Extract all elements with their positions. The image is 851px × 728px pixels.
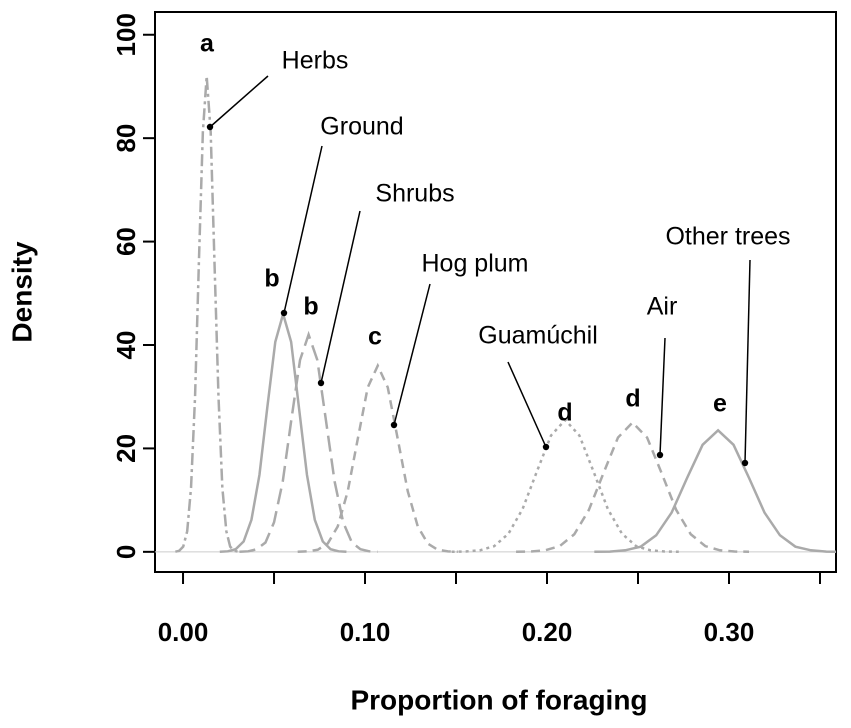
group-letter: b bbox=[264, 265, 279, 293]
group-letter: a bbox=[200, 30, 215, 58]
y-tick-label: 60 bbox=[111, 227, 141, 256]
plot-frame bbox=[154, 11, 837, 573]
leader-line bbox=[744, 259, 751, 464]
leader-line bbox=[507, 361, 547, 448]
leader-line bbox=[320, 210, 361, 384]
leader-line bbox=[209, 75, 269, 128]
leader-dot bbox=[542, 443, 550, 451]
group-letter: d bbox=[557, 399, 572, 427]
series-label: Shrubs bbox=[375, 180, 454, 208]
density-curve bbox=[175, 76, 239, 553]
x-tick-label: 0.10 bbox=[340, 617, 391, 647]
series-label: Air bbox=[647, 293, 678, 321]
density-curve bbox=[451, 418, 679, 554]
leader-dot bbox=[390, 421, 398, 429]
leader-dot bbox=[280, 309, 288, 317]
x-tick-label: 0.20 bbox=[522, 617, 573, 647]
series-label: Other trees bbox=[665, 223, 790, 251]
y-tick-label: 20 bbox=[111, 434, 141, 463]
group-letter: d bbox=[625, 385, 640, 413]
group-letter: b bbox=[303, 293, 318, 321]
series-label: Herbs bbox=[282, 47, 349, 75]
density-curve bbox=[239, 330, 378, 554]
x-axis-title: Proportion of foraging bbox=[350, 684, 647, 715]
density-curve bbox=[516, 420, 750, 554]
group-letter: e bbox=[713, 390, 727, 418]
series-label: Guamúchil bbox=[478, 322, 598, 350]
series-label: Hog plum bbox=[422, 250, 529, 278]
density-curve bbox=[594, 428, 836, 554]
leader-line bbox=[659, 337, 666, 456]
group-letter: c bbox=[368, 323, 382, 351]
leader-dot bbox=[206, 123, 214, 131]
density-curve bbox=[297, 362, 458, 554]
x-tick-label: 0.00 bbox=[158, 617, 209, 647]
y-tick-label: 80 bbox=[111, 124, 141, 153]
y-tick-label: 40 bbox=[111, 331, 141, 360]
y-tick-label: 0 bbox=[111, 545, 141, 559]
leader-dot bbox=[741, 459, 749, 467]
series-label: Ground bbox=[320, 113, 403, 141]
y-tick-label: 100 bbox=[111, 13, 141, 56]
leader-dot bbox=[656, 451, 664, 459]
curves bbox=[155, 76, 836, 554]
density-curve bbox=[219, 309, 347, 554]
x-tick-label: 0.30 bbox=[704, 617, 755, 647]
leader-line bbox=[393, 283, 431, 426]
y-axis-title: Density bbox=[6, 241, 37, 343]
leader-dot bbox=[317, 379, 325, 387]
leader-line bbox=[283, 145, 323, 314]
